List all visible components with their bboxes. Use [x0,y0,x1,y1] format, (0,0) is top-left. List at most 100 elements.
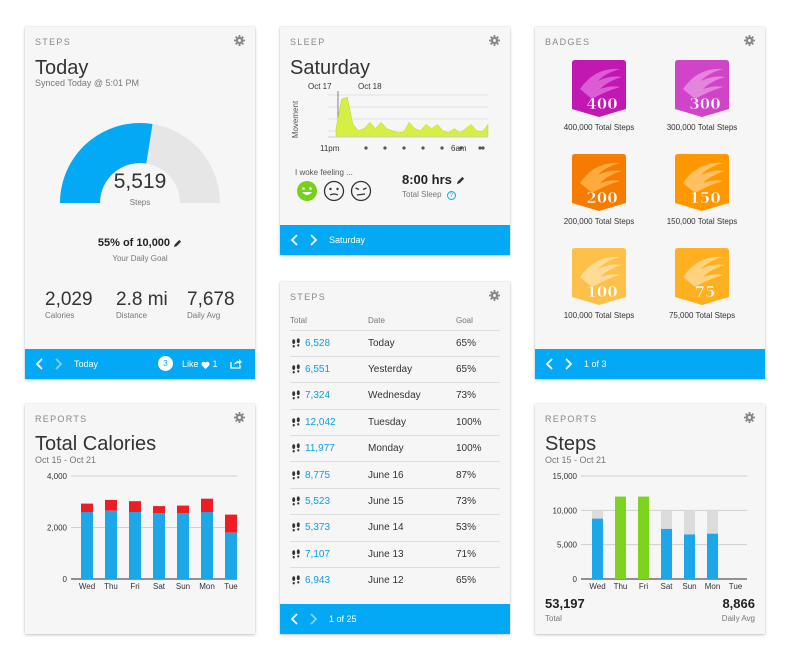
hour-tick-dot [364,146,368,150]
sleep-movement-area [335,96,489,138]
badge-icon[interactable]: 400 [570,59,628,117]
chevron-left-icon[interactable] [290,613,300,625]
tired-face-icon[interactable] [350,180,372,202]
total-sleep-label: Total Sleep ? [402,190,456,200]
chevron-left-icon[interactable] [545,358,555,370]
badge-icon[interactable]: 100 [570,247,628,305]
steps-total-cell[interactable]: 7,107 [290,540,368,568]
footprints-icon [292,522,300,532]
steps-total-cell[interactable]: 6,551 [290,355,368,383]
gear-icon[interactable] [744,35,755,46]
sleep-hours[interactable]: 8:00 hrs [402,172,465,187]
table-row[interactable]: 6,528 Today 65% [290,329,500,357]
y-tick-label: 4,000 [47,472,68,481]
card-label: STEPS [35,37,72,47]
goal-cell: 65% [456,329,500,357]
column-header-total: Total [290,316,307,326]
calorie-bar-over [153,506,165,514]
table-row[interactable]: 8,775 June 16 87% [290,461,500,489]
gear-icon[interactable] [489,35,500,46]
steps-total-cell[interactable]: 5,523 [290,487,368,515]
hour-tick-dot [421,146,425,150]
badge-label: 200,000 Total Steps [563,217,635,226]
chevron-left-icon[interactable] [35,358,45,370]
pencil-icon[interactable] [456,176,465,185]
chevron-right-icon[interactable] [563,358,573,370]
stat-calories-value: 2,029 [45,289,93,310]
column-header-goal: Goal [456,316,473,326]
badge-label: 300,000 Total Steps [666,123,738,132]
gear-icon[interactable] [744,412,755,423]
steps-total-cell[interactable]: 7,324 [290,382,368,410]
like-button[interactable]: Like 1 [182,359,218,369]
steps-total-cell[interactable]: 5,373 [290,514,368,542]
badge-icon[interactable]: 200 [570,153,628,211]
chevron-right-icon[interactable] [308,613,318,625]
page-title: Saturday [290,57,371,79]
chevron-right-icon[interactable] [53,358,63,370]
total-sleep-text: Total Sleep [402,190,442,199]
step-count: 5,519 [113,170,167,193]
chevron-left-icon[interactable] [290,234,300,246]
column-header-date: Date [368,316,385,326]
badge-label: 75,000 Total Steps [668,311,736,320]
comment-badge[interactable]: 3 [158,356,173,371]
gear-icon[interactable] [234,35,245,46]
like-count: 1 [212,359,218,369]
x-tick-label: Fri [130,582,140,591]
goal-cell: 65% [456,567,500,594]
heart-icon [201,361,210,369]
steps-total-cell[interactable]: 8,775 [290,461,368,489]
hour-tick-dot [440,146,444,150]
date-cell: June 15 [368,487,456,515]
badge-icon[interactable]: 300 [673,59,731,117]
table-row[interactable]: 6,551 Yesterday 65% [290,355,500,383]
steps-goal-remaining-bar [684,510,695,535]
steps-total-value: 8,775 [305,469,331,481]
table-row[interactable]: 5,523 June 15 73% [290,487,500,515]
gear-icon[interactable] [234,412,245,423]
table-row[interactable]: 7,107 June 13 71% [290,540,500,568]
y-tick-label: 2,000 [47,524,68,533]
table-row[interactable]: 11,977 Monday 100% [290,435,500,462]
footprints-icon [292,417,300,427]
gear-icon[interactable] [489,290,500,301]
badge-label: 100,000 Total Steps [563,311,635,320]
pencil-icon[interactable] [173,239,182,248]
steps-bar [707,533,718,579]
goal-cell: 53% [456,514,500,542]
badge-icon[interactable]: 75 [673,247,731,305]
happy-face-icon[interactable] [296,180,318,202]
steps-total-cell[interactable]: 6,943 [290,567,368,594]
hour-tick-dot [459,146,463,150]
steps-table: Total Date Goal 6,528 Today 65% 6,551 Yester… [290,310,500,594]
hour-tick-dot [383,146,387,150]
calorie-bar-base [129,512,141,579]
help-icon[interactable]: ? [446,191,456,200]
footprints-icon [292,390,300,400]
share-icon[interactable] [230,358,242,369]
calorie-bar-over [201,498,213,513]
steps-total-cell[interactable]: 11,977 [290,435,368,462]
steps-avg-value: 8,866 [722,596,755,611]
y-tick-label: 15,000 [553,472,578,481]
sleep-date-2: Oct 18 [358,82,382,91]
chevron-right-icon[interactable] [308,234,318,246]
goal-text[interactable]: 55% of 10,000 [25,237,255,249]
steps-total-cell[interactable]: 12,042 [290,408,368,436]
date-cell: Yesterday [368,355,456,383]
table-row[interactable]: 6,943 June 12 65% [290,567,500,594]
card-label: BADGES [545,37,591,47]
goal-cell: 87% [456,461,500,489]
table-row[interactable]: 5,373 June 14 53% [290,514,500,542]
steps-total-cell[interactable]: 6,528 [290,329,368,357]
table-row[interactable]: 7,324 Wednesday 73% [290,382,500,410]
hour-tick-dot [478,146,482,150]
steps-today-card: STEPS Today Synced Today @ 5:01 PM 5,519… [25,27,255,379]
calorie-bar-base [225,532,237,580]
x-tick-label: Tue [224,582,238,591]
table-row[interactable]: 12,042 Tuesday 100% [290,408,500,436]
footer-page-indicator: 1 of 3 [584,359,607,369]
neutral-face-icon[interactable] [323,180,345,202]
badge-icon[interactable]: 150 [673,153,731,211]
